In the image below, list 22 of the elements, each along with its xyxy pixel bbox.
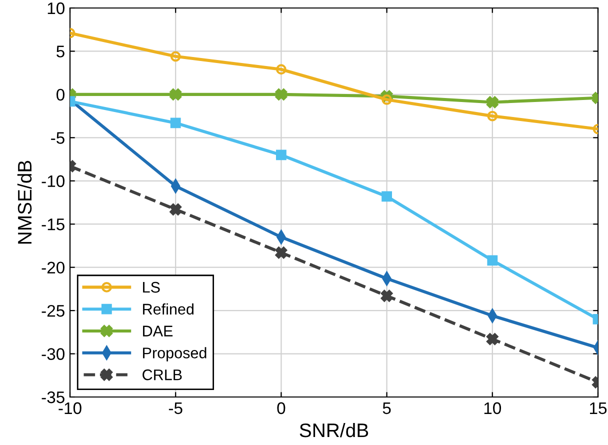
legend-label: CRLB bbox=[142, 369, 182, 380]
x-tick-label: -5 bbox=[168, 402, 182, 414]
legend-label: Proposed bbox=[143, 347, 206, 362]
y-axis-title: NMSE/dB bbox=[17, 160, 32, 244]
x-tick-label: 5 bbox=[382, 402, 391, 414]
y-tick-label: -35 bbox=[42, 391, 64, 404]
x-tick-label: 0 bbox=[277, 402, 286, 414]
y-tick-label: -25 bbox=[42, 304, 64, 317]
y-tick-label: -20 bbox=[42, 262, 64, 274]
y-tick-label: 0 bbox=[56, 88, 64, 101]
legend-label: LS bbox=[143, 282, 160, 293]
y-tick-label: 10 bbox=[48, 2, 64, 14]
y-tick-label: -5 bbox=[51, 132, 64, 144]
y-tick-label: 5 bbox=[56, 46, 64, 58]
legend-label: DAE bbox=[143, 326, 173, 336]
y-tick-label: -10 bbox=[42, 175, 64, 188]
x-tick-label: 15 bbox=[590, 402, 607, 414]
legend-label: Refined bbox=[143, 303, 194, 315]
y-tick-label: -15 bbox=[42, 218, 64, 230]
y-tick-label: -30 bbox=[42, 348, 64, 360]
x-tick-label: 10 bbox=[484, 402, 502, 414]
x-axis-title: SNR/dB bbox=[300, 422, 368, 438]
